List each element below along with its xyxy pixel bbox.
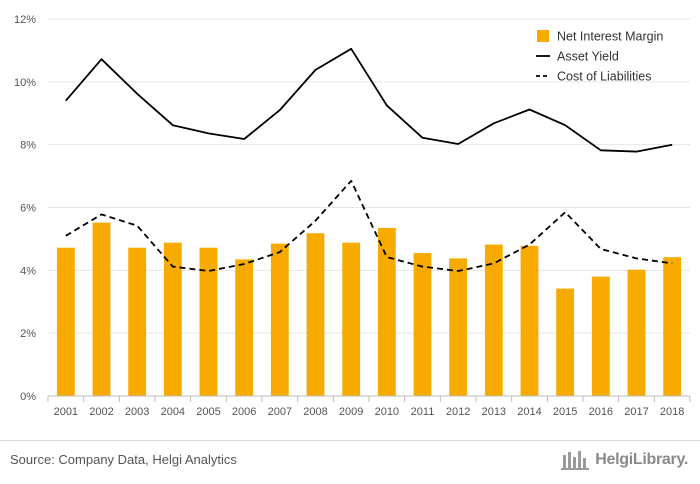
bar (128, 247, 147, 396)
cost-of-liabilities-line (65, 179, 673, 272)
bar (92, 222, 111, 396)
x-tick-label: 2001 (54, 406, 78, 418)
asset-yield-line (65, 47, 673, 153)
x-tick-label: 2011 (411, 406, 435, 418)
bar (56, 247, 75, 396)
bar (199, 247, 218, 396)
y-tick-label: 2% (20, 328, 36, 340)
bar (520, 245, 539, 396)
chart-canvas: 0% 2% 4% 6% 8% 10% 12% 2001 2002 2003 2004 2005 2006… (14, 14, 691, 418)
bar (556, 288, 575, 396)
x-tick-label: 2003 (125, 406, 149, 418)
x-tick-label: 2009 (339, 406, 363, 418)
bar (342, 242, 361, 396)
legend-swatch-bar (537, 30, 549, 42)
x-tick-label: 2016 (589, 406, 613, 418)
y-tick-label: 8% (20, 140, 36, 152)
y-tick-label: 6% (20, 203, 36, 215)
x-tick-label: 2018 (660, 406, 684, 418)
y-tick-label: 0% (20, 391, 36, 403)
x-tick-label: 2008 (303, 406, 327, 418)
x-tick-label: 2012 (446, 406, 470, 418)
y-tick-label: 10% (14, 77, 36, 89)
bar (270, 243, 289, 396)
x-tick-label: 2007 (268, 406, 292, 418)
bar (591, 276, 610, 396)
x-tick-label: 2017 (624, 406, 648, 418)
bar (377, 227, 396, 396)
x-tick-label: 2010 (375, 406, 399, 418)
bar (627, 269, 646, 396)
grid (48, 18, 690, 334)
bar (306, 233, 325, 396)
bar (163, 242, 182, 396)
brand-name: HelgiLibrary. (595, 451, 688, 468)
axes: 0% 2% 4% 6% 8% 10% 12% 2001 2002 2003 2004 2005 2006… (14, 14, 691, 418)
x-tick-label: 2004 (161, 406, 185, 418)
x-tick-label: 2015 (553, 406, 577, 418)
y-tick-label: 12% (14, 14, 36, 26)
legend: Net Interest Margin Asset Yield Cost of Li… (536, 30, 663, 84)
bar (449, 258, 468, 396)
bar (413, 253, 432, 396)
bar (663, 257, 682, 396)
x-tick-label: 2013 (482, 406, 506, 418)
brand-logo: HelgiLibrary. (560, 449, 688, 471)
footer: Source: Company Data, Helgi Analytics He… (0, 440, 700, 484)
x-tick-label: 2014 (517, 406, 541, 418)
bar (235, 259, 254, 396)
bar (484, 244, 503, 396)
x-tick-label: 2006 (232, 406, 256, 418)
source-text: Source: Company Data, Helgi Analytics (10, 452, 237, 467)
legend-label: Cost of Liabilities (557, 70, 652, 84)
x-tick-label: 2005 (196, 406, 220, 418)
legend-label: Asset Yield (557, 50, 619, 64)
lines (65, 47, 673, 272)
library-icon (561, 451, 590, 470)
bars (56, 222, 682, 396)
legend-label: Net Interest Margin (557, 30, 663, 44)
x-tick-label: 2002 (89, 406, 113, 418)
y-tick-label: 4% (20, 265, 36, 277)
